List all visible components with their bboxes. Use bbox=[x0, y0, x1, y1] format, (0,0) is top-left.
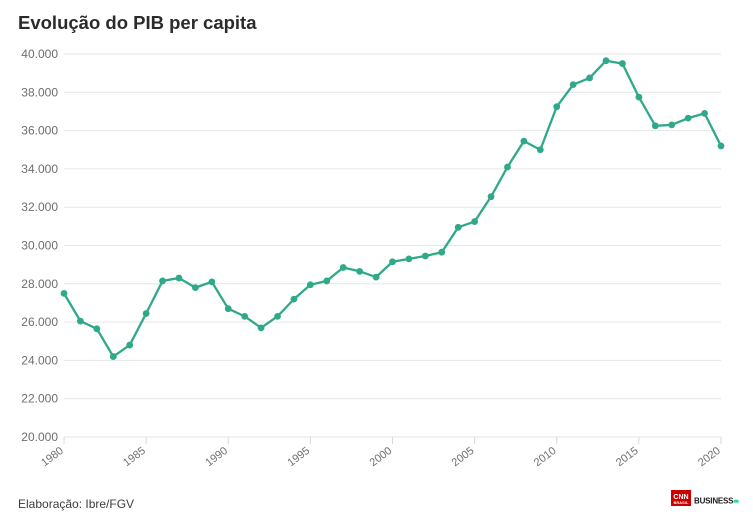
svg-text:BRASIL: BRASIL bbox=[674, 501, 689, 505]
svg-text:1980: 1980 bbox=[39, 445, 66, 469]
svg-text:2000: 2000 bbox=[368, 445, 395, 469]
svg-text:38.000: 38.000 bbox=[21, 85, 58, 99]
svg-text:30.000: 30.000 bbox=[21, 239, 58, 253]
svg-text:1995: 1995 bbox=[285, 445, 312, 469]
svg-text:36.000: 36.000 bbox=[21, 124, 58, 138]
svg-text:22.000: 22.000 bbox=[21, 392, 58, 406]
svg-text:28.000: 28.000 bbox=[21, 277, 58, 291]
svg-text:24.000: 24.000 bbox=[21, 353, 58, 367]
svg-text:2020: 2020 bbox=[696, 445, 723, 469]
svg-text:CNN: CNN bbox=[673, 494, 688, 501]
svg-text:2005: 2005 bbox=[450, 445, 477, 469]
svg-text:2015: 2015 bbox=[614, 445, 641, 469]
svg-text:1990: 1990 bbox=[203, 445, 230, 469]
svg-text:40.000: 40.000 bbox=[21, 47, 58, 61]
svg-text:2010: 2010 bbox=[532, 445, 559, 469]
svg-text:34.000: 34.000 bbox=[21, 162, 58, 176]
svg-text:1985: 1985 bbox=[121, 445, 148, 469]
svg-text:32.000: 32.000 bbox=[21, 200, 58, 214]
svg-text:BUSINESS: BUSINESS bbox=[694, 496, 734, 505]
svg-text:26.000: 26.000 bbox=[21, 315, 58, 329]
svg-text:20.000: 20.000 bbox=[21, 430, 58, 444]
